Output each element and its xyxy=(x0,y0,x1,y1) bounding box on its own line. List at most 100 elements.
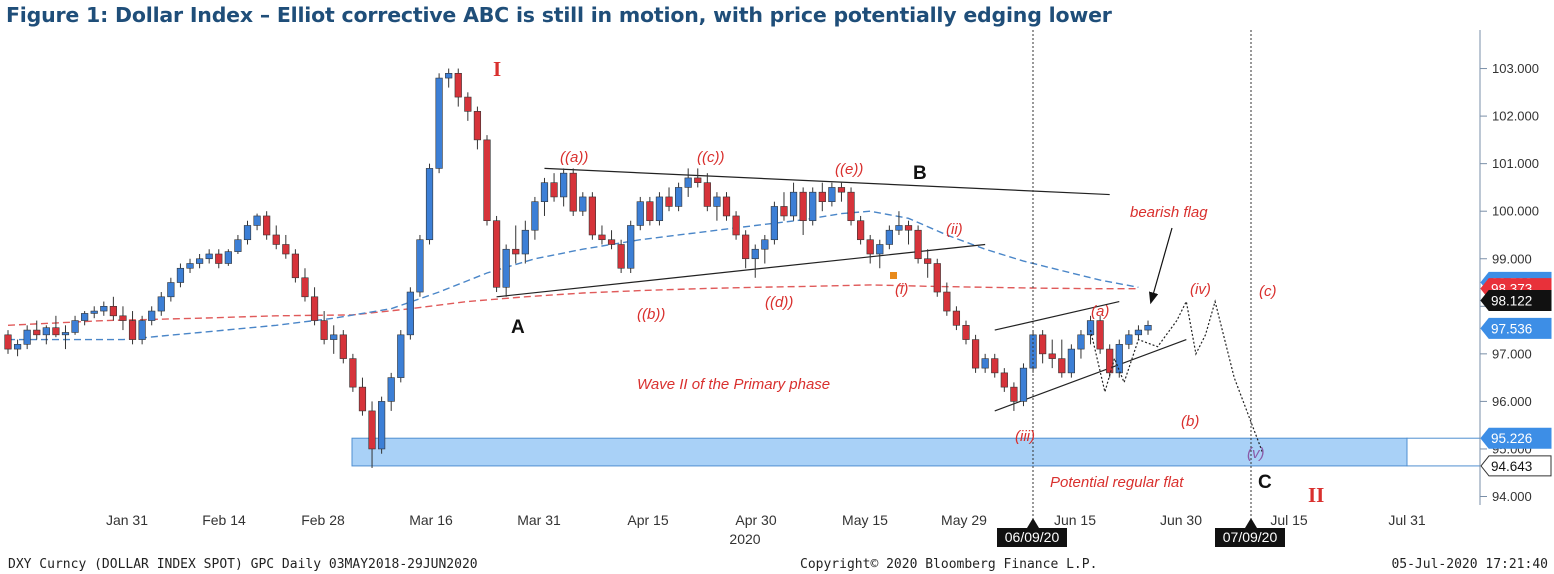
candle xyxy=(205,249,213,264)
candle xyxy=(1115,339,1123,378)
annotation-bearish-flag: bearish flag xyxy=(1130,204,1208,221)
annotation-regular-flat: Potential regular flat xyxy=(1050,474,1184,491)
candle-body xyxy=(885,229,893,245)
candle xyxy=(684,168,692,197)
candle xyxy=(358,377,367,416)
candle-body xyxy=(100,305,108,312)
candle xyxy=(33,320,41,340)
candle-body xyxy=(991,358,999,374)
candle-body xyxy=(330,334,338,340)
wave-label-I: I xyxy=(493,57,501,81)
vline-date-2-label: 07/09/20 xyxy=(1223,529,1278,545)
candlesticks xyxy=(4,68,1152,468)
candle-body xyxy=(301,277,309,298)
candle-body xyxy=(531,201,539,231)
value-label-white: 94.643 xyxy=(1480,455,1552,477)
candle xyxy=(722,192,731,221)
candle-body xyxy=(914,229,922,260)
candle xyxy=(933,258,941,297)
candle-body xyxy=(90,310,98,314)
candle-body xyxy=(148,310,156,321)
y-tick-label: 96.000 xyxy=(1492,394,1532,409)
candle xyxy=(924,249,932,278)
x-tick-label: Mar 31 xyxy=(517,512,561,528)
candle-body xyxy=(943,291,951,312)
candle-body xyxy=(1048,353,1056,359)
candle xyxy=(866,234,874,264)
candle xyxy=(100,301,108,316)
date-marker-1: 06/09/20 xyxy=(997,518,1067,547)
wave-label-i: (i) xyxy=(895,281,908,298)
candle-body xyxy=(435,77,443,169)
candle-body xyxy=(713,196,721,207)
candle-body xyxy=(224,251,232,264)
date-marker-2: 07/09/20 xyxy=(1215,518,1285,547)
bearish-flag-arrow xyxy=(1149,227,1173,305)
projection-path xyxy=(1089,299,1264,454)
candle xyxy=(1048,339,1056,369)
candle-body xyxy=(243,225,252,241)
candle-body xyxy=(1067,348,1075,374)
candle xyxy=(627,220,635,274)
candle xyxy=(828,182,836,207)
candle xyxy=(780,192,788,221)
candle-body xyxy=(866,239,874,255)
wave-label-ee: ((e)) xyxy=(835,161,863,178)
candle-body xyxy=(617,244,625,269)
support-zone-rect xyxy=(351,437,1408,467)
value-label-black: 98.122 xyxy=(1480,289,1552,311)
candle-body xyxy=(33,329,41,336)
x-tick-label: Jul 31 xyxy=(1388,512,1426,528)
candle-body xyxy=(1115,344,1123,374)
candle xyxy=(119,306,127,331)
candle-body xyxy=(61,332,70,336)
candle xyxy=(895,211,903,235)
candle-body xyxy=(425,168,434,241)
candle xyxy=(1019,363,1028,407)
candle xyxy=(952,306,961,331)
candle-body xyxy=(1058,358,1066,374)
wave-label-cc: ((c)) xyxy=(697,149,724,166)
candle xyxy=(1125,330,1133,350)
candle xyxy=(71,315,79,335)
candle-body xyxy=(521,229,529,255)
candle-body xyxy=(263,215,271,236)
candle xyxy=(492,215,501,293)
candle-body xyxy=(272,234,280,245)
x-tick-label: Apr 15 xyxy=(627,512,668,528)
candle-body xyxy=(4,334,12,350)
candle xyxy=(234,234,242,254)
value-label-text: 98.122 xyxy=(1491,293,1532,308)
wave-label-c: (c) xyxy=(1259,283,1277,300)
candle xyxy=(167,277,175,302)
candle xyxy=(847,187,855,226)
candle xyxy=(387,372,395,411)
trendlines xyxy=(496,167,1187,412)
x-tick-label: Apr 30 xyxy=(735,512,776,528)
candle xyxy=(837,182,846,202)
candle-body xyxy=(282,244,290,255)
candle-body xyxy=(1039,334,1047,355)
candle xyxy=(339,330,347,364)
value-label-box xyxy=(1480,455,1552,477)
candle-body xyxy=(1010,386,1018,402)
candle xyxy=(483,135,491,226)
candle-body xyxy=(579,196,587,212)
candle-body xyxy=(81,313,89,321)
candle-body xyxy=(627,225,635,269)
candle-body xyxy=(406,291,414,336)
candle xyxy=(473,106,482,150)
candle-body xyxy=(473,111,482,141)
candle-body xyxy=(895,225,903,231)
candle-body xyxy=(751,248,759,260)
candle xyxy=(521,220,529,264)
candle xyxy=(646,196,654,226)
candle-body xyxy=(1106,348,1114,374)
candle-body xyxy=(1144,325,1152,331)
candle xyxy=(981,353,989,373)
candle xyxy=(770,201,778,245)
candle-body xyxy=(1086,320,1095,336)
candle xyxy=(397,330,405,383)
candle-body xyxy=(397,334,405,378)
